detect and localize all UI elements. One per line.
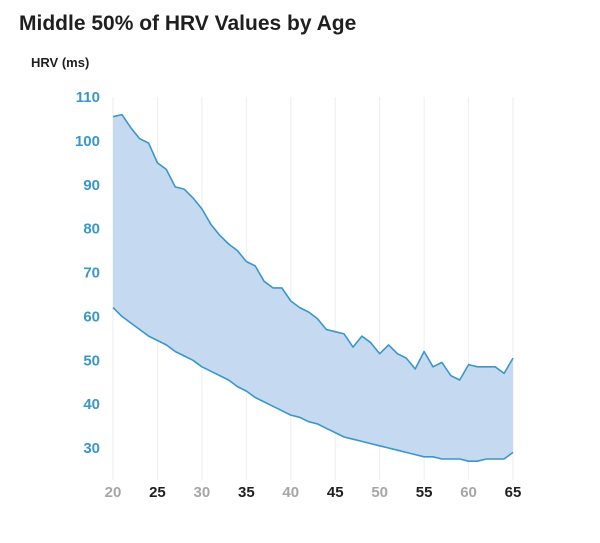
y-axis-ticks: 30 40 50 60 70 80 90 100 110 [75,89,100,457]
x-tick-label-40: 40 [282,484,299,501]
x-tick-label-45: 45 [327,484,344,501]
x-tick-label-35: 35 [238,484,255,501]
hrv-band [112,113,514,462]
x-tick-label-20: 20 [105,484,122,501]
hrv-band-area [113,114,513,462]
y-axis-label: HRV (ms) [31,55,90,70]
x-tick-label-65: 65 [505,484,522,501]
y-tick-label-30: 30 [83,440,100,457]
y-tick-label-50: 50 [83,352,100,369]
x-tick-label-30: 30 [194,484,211,501]
y-tick-label-70: 70 [83,265,100,282]
y-tick-label-80: 80 [83,221,100,238]
y-tick-label-110: 110 [76,89,100,106]
upper-quartile-line [112,113,514,381]
x-tick-label-50: 50 [371,484,388,501]
x-axis-ticks: 20 25 30 35 40 45 50 55 60 65 [105,484,522,501]
y-tick-label-100: 100 [75,133,100,150]
y-tick-label-40: 40 [83,396,100,413]
x-tick-label-60: 60 [460,484,477,501]
x-tick-label-55: 55 [416,484,433,501]
y-tick-label-90: 90 [83,177,100,194]
lower-quartile-line [112,307,514,462]
x-tick-label-25: 25 [149,484,166,501]
chart-title: Middle 50% of HRV Values by Age [19,12,357,35]
y-tick-label-60: 60 [83,308,100,325]
